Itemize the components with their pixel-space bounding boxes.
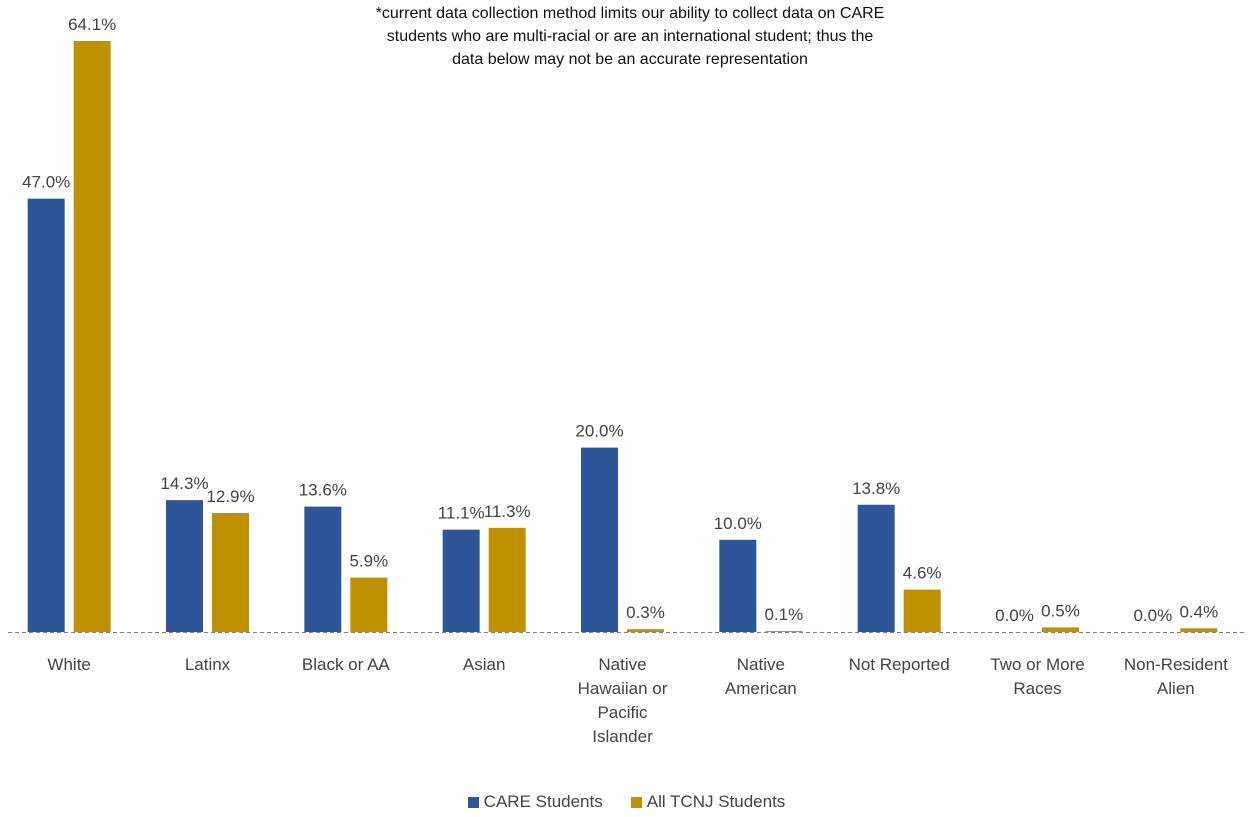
legend-label-tcnj: All TCNJ Students [646, 792, 786, 811]
x-tick-label: White [47, 655, 90, 674]
bar [1180, 628, 1218, 632]
chart-legend: CARE Students All TCNJ Students [0, 792, 1253, 812]
data-label: 0.3% [626, 603, 665, 622]
bar [903, 589, 941, 632]
x-tick-label: Latinx [185, 655, 231, 674]
bar [166, 500, 203, 632]
data-label: 13.6% [299, 481, 347, 500]
data-label: 20.0% [575, 422, 623, 441]
x-tick-label: Non-Resident [1124, 655, 1228, 674]
bar [581, 447, 618, 632]
data-label: 11.1% [438, 504, 485, 523]
bar [488, 527, 526, 632]
x-tick-label: Native [598, 655, 646, 674]
data-label: 11.3% [484, 502, 531, 521]
x-tick-label: American [725, 679, 797, 698]
legend-swatch-tcnj [630, 796, 642, 808]
x-tick-label: Not Reported [849, 655, 950, 674]
chart-note-line: *current data collection method limits o… [375, 5, 885, 22]
x-tick-label: Pacific [597, 703, 648, 722]
data-label: 0.0% [995, 606, 1034, 625]
legend-swatch-care [467, 796, 479, 808]
bar [1042, 627, 1079, 632]
bar [719, 539, 757, 632]
chart-note-line: data below may not be an accurate repres… [452, 51, 808, 68]
x-tick-label: Black or AA [302, 655, 391, 674]
bar [350, 577, 388, 632]
bar [765, 631, 803, 632]
data-label: 5.9% [349, 552, 388, 571]
x-tick-label: Native [737, 655, 785, 674]
bar [857, 504, 895, 632]
legend-item-care: CARE Students [467, 792, 603, 812]
data-label: 64.1% [68, 15, 116, 34]
x-tick-label: Races [1013, 679, 1061, 698]
x-tick-label: Islander [592, 727, 653, 746]
bar [73, 40, 111, 633]
data-label: 0.1% [764, 605, 803, 624]
x-tick-label: Hawaiian or [578, 679, 668, 698]
bar [304, 506, 342, 632]
x-tick-label: Asian [463, 655, 506, 674]
legend-item-tcnj: All TCNJ Students [630, 792, 786, 812]
data-label: 47.0% [22, 173, 70, 192]
data-label: 0.4% [1179, 602, 1218, 621]
data-label: 13.8% [852, 479, 900, 498]
bar [442, 529, 480, 632]
legend-label-care: CARE Students [483, 792, 603, 811]
chart-note: *current data collection method limits o… [250, 2, 1010, 71]
data-label: 14.3% [160, 474, 208, 493]
data-label: 12.9% [206, 487, 254, 506]
data-label: 4.6% [903, 564, 942, 583]
data-label: 10.0% [714, 514, 762, 533]
data-label: 0.0% [1133, 606, 1172, 625]
bar [27, 198, 65, 632]
bar [212, 513, 249, 632]
x-tick-label: Two or More [990, 655, 1084, 674]
bar [627, 629, 664, 632]
data-label: 0.5% [1041, 601, 1080, 620]
chart-note-line: students who are multi-racial or are an … [386, 28, 874, 45]
x-tick-label: Alien [1157, 679, 1195, 698]
